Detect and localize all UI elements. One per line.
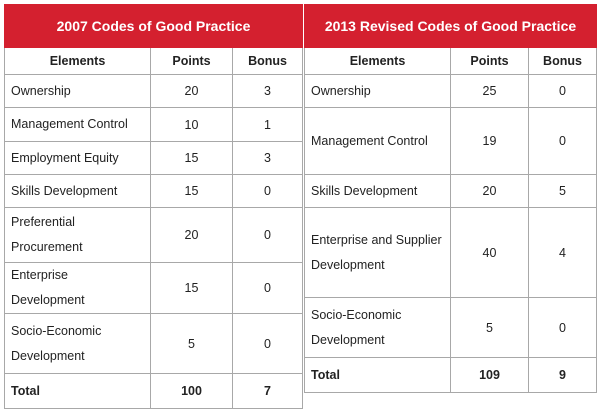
element-cell: Employment Equity [4, 141, 151, 175]
data-row: Skills Development 20 5 [304, 174, 597, 208]
header-row: Elements Points Bonus [304, 47, 597, 75]
number-cell: 0 [231, 262, 304, 314]
number-cell: 0 [231, 313, 304, 374]
number-cell: 25 [450, 74, 529, 108]
element-cell: Skills Development [4, 174, 151, 208]
element-cell: Enterprise Development [4, 262, 151, 314]
data-row: Ownership 20 3 [4, 74, 304, 108]
column-header: Elements [4, 47, 151, 75]
number-cell: 5 [150, 313, 233, 374]
element-cell: Management Control [4, 107, 151, 142]
number-cell: 9 [528, 357, 597, 393]
element-cell: Preferential Procurement [4, 207, 151, 263]
number-cell: 20 [150, 207, 233, 263]
number-cell: 20 [450, 174, 529, 208]
table-title: 2007 Codes of Good Practice [3, 4, 304, 48]
number-cell: 0 [231, 207, 304, 263]
page: 2007 Codes of Good Practice Elements Point… [3, 4, 597, 409]
column-header: Elements [304, 47, 451, 75]
number-cell: 0 [528, 297, 597, 358]
data-row: Socio-Economic Development 5 0 [4, 313, 304, 374]
data-row: Preferential Procurement 20 0 [4, 207, 304, 263]
element-cell: Management Control [304, 107, 451, 175]
number-cell: 40 [450, 207, 529, 298]
number-cell: 5 [450, 297, 529, 358]
number-cell: 0 [528, 107, 597, 175]
number-cell: 10 [150, 107, 233, 142]
number-cell: 109 [450, 357, 529, 393]
number-cell: 15 [150, 262, 233, 314]
number-cell: 4 [528, 207, 597, 298]
number-cell: 7 [231, 373, 304, 409]
table-2013: 2013 Revised Codes of Good Practice Eleme… [304, 4, 597, 393]
data-row: Management Control 19 0 [304, 107, 597, 175]
title-row: 2013 Revised Codes of Good Practice [304, 4, 597, 48]
column-header: Bonus [231, 47, 304, 75]
element-cell: Enterprise and Supplier Development [304, 207, 451, 298]
element-cell: Ownership [304, 74, 451, 108]
element-cell: Skills Development [304, 174, 451, 208]
element-cell: Socio-Economic Development [4, 313, 151, 374]
column-header: Points [450, 47, 529, 75]
element-cell: Socio-Economic Development [304, 297, 451, 358]
number-cell: 3 [231, 141, 304, 175]
title-row: 2007 Codes of Good Practice [3, 4, 304, 48]
number-cell: 1 [231, 107, 304, 142]
number-cell: 100 [150, 373, 233, 409]
data-row: Enterprise Development 15 0 [4, 262, 304, 314]
data-row: Enterprise and Supplier Development 40 4 [304, 207, 597, 298]
column-header: Points [150, 47, 233, 75]
total-row: Total 100 7 [4, 373, 304, 409]
element-cell: Ownership [4, 74, 151, 108]
number-cell: 3 [231, 74, 304, 108]
number-cell: 15 [150, 141, 233, 175]
data-row: Ownership 25 0 [304, 74, 597, 108]
table-title: 2013 Revised Codes of Good Practice [304, 4, 597, 48]
number-cell: 15 [150, 174, 233, 208]
data-row: Employment Equity 15 3 [4, 141, 304, 175]
number-cell: 0 [231, 174, 304, 208]
data-row: Management Control 10 1 [4, 107, 304, 142]
number-cell: 19 [450, 107, 529, 175]
data-row: Socio-Economic Development 5 0 [304, 297, 597, 358]
total-row: Total 109 9 [304, 357, 597, 393]
column-header: Bonus [528, 47, 597, 75]
element-cell: Total [4, 373, 151, 409]
element-cell: Total [304, 357, 451, 393]
header-row: Elements Points Bonus [4, 47, 304, 75]
number-cell: 20 [150, 74, 233, 108]
number-cell: 0 [528, 74, 597, 108]
data-row: Skills Development 15 0 [4, 174, 304, 208]
table-2007: 2007 Codes of Good Practice Elements Point… [3, 4, 304, 409]
number-cell: 5 [528, 174, 597, 208]
tables: 2007 Codes of Good Practice Elements Point… [3, 4, 597, 409]
